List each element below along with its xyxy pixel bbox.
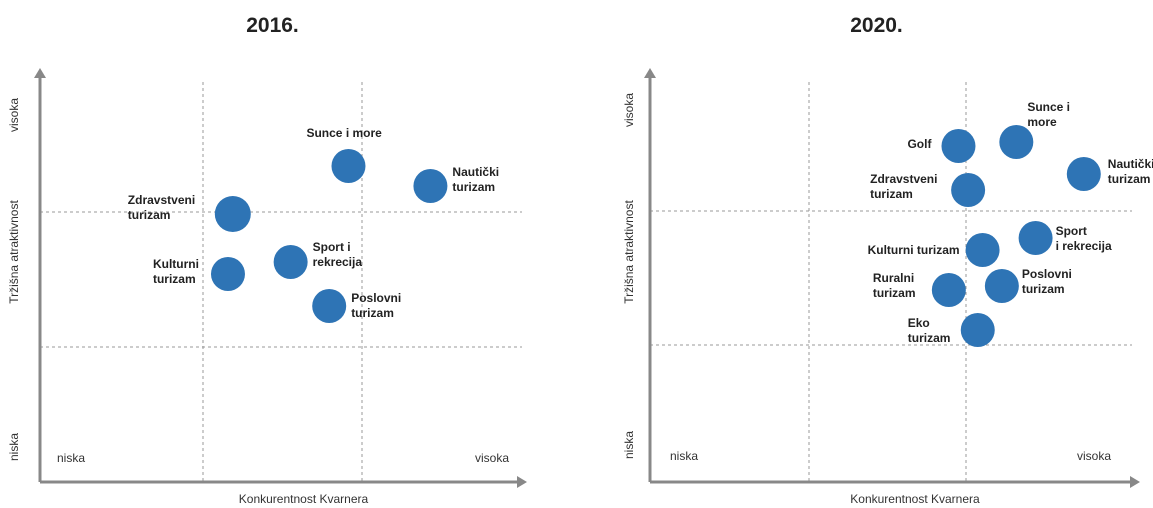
data-point-label: Golf [907,137,932,151]
data-point [951,173,986,207]
y-axis-low-label: niska [622,431,636,459]
data-point [1066,157,1101,191]
data-point [941,129,976,163]
data-point-label: Nautički turizam [1108,157,1153,186]
data-point [331,149,366,183]
data-point [984,269,1019,303]
scatter-plot-2016: Tržišna atraktivnost visoka niska niska viso… [7,68,527,506]
data-point-label: Sunce i more [1027,100,1070,129]
data-point-label: Zdravstveni turizam [870,172,937,201]
data-point [1018,221,1053,255]
y-axis-arrow-icon [644,68,656,78]
data-point-label: Poslovni turizam [1022,267,1072,296]
scatter-plot-2020: Tržišna atraktivnost visoka niska niska viso… [622,68,1153,506]
data-point [210,257,245,291]
x-axis-arrow-icon [1130,476,1140,488]
y-axis-high-label: visoka [622,93,636,127]
data-point-label: Poslovni turizam [351,291,401,320]
data-point [273,245,308,279]
x-axis-low-label: niska [57,451,85,465]
data-point-label: Nautički turizam [452,165,499,194]
data-point [214,196,251,232]
data-point-label: Kulturni turizam [868,243,960,257]
x-axis-label: Konkurentnost Kvarnera [239,492,369,506]
x-axis-low-label: niska [670,449,698,463]
data-point-label: Kulturni turizam [153,257,199,286]
data-point [960,313,995,347]
data-point-label: Zdravstveni turizam [128,193,195,222]
data-point-label: Sport i rekrecija [313,240,363,269]
x-axis-arrow-icon [517,476,527,488]
data-point-label: Sport i rekrecija [1056,224,1112,253]
data-point-label: Ruralni turizam [873,271,916,300]
data-point-label: Sunce i more [306,126,382,140]
chart-2016: 2016. Tržišna atraktivnost visoka niska nis… [0,0,545,508]
y-axis-low-label: niska [7,433,21,461]
y-axis-high-label: visoka [7,98,21,132]
data-point [413,169,448,203]
data-point-label: Eko turizam [908,316,951,345]
chart-2020: 2020. Tržišna atraktivnost visoka niska nis… [600,0,1153,508]
data-point [931,273,966,307]
chart-title: 2020. [850,14,903,37]
data-point [312,289,347,323]
x-axis-high-label: visoka [475,451,509,465]
x-axis-label: Konkurentnost Kvarnera [850,492,980,506]
y-axis-arrow-icon [34,68,46,78]
data-point [999,125,1034,159]
y-axis-label: Tržišna atraktivnost [7,200,21,304]
data-point [965,233,1000,267]
y-axis-label: Tržišna atraktivnost [622,200,636,304]
chart-title: 2016. [246,14,299,37]
x-axis-high-label: visoka [1077,449,1111,463]
